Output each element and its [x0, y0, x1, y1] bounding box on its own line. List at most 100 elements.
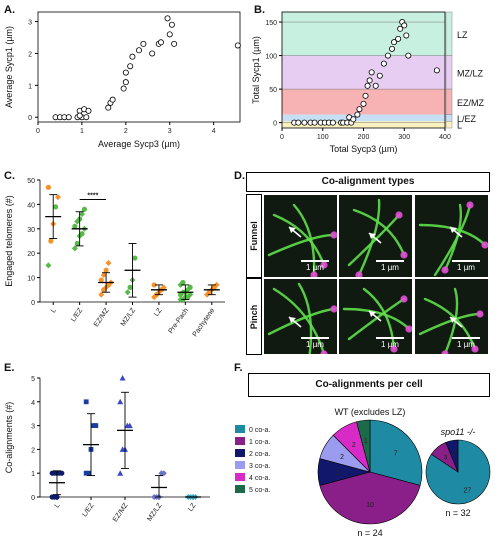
- x-axis-label: Average Sycp3 (µm): [98, 139, 180, 149]
- scale-bar-line: [452, 337, 480, 339]
- band-label: MZ/LZ: [457, 68, 484, 78]
- y-axis-label: Average Sycp1 (µm): [4, 26, 14, 108]
- telomere-spot: [330, 231, 337, 239]
- y-tick-label: 20: [27, 251, 35, 258]
- data-point: [180, 279, 186, 286]
- x-tick-label: 300: [398, 134, 410, 141]
- y-tick-label: 2: [28, 51, 32, 58]
- data-point: [122, 79, 129, 86]
- arrow-head: [450, 227, 457, 233]
- category-label: L/EZ: [70, 307, 85, 324]
- data-point: [81, 206, 88, 212]
- data-point: [98, 291, 105, 298]
- chart-e: 0 1 2 3 4 5 L L/EZ EZ/MZ MZ/LZ LZ Co-alignments (#): [4, 375, 210, 523]
- x-tick-label: 3: [168, 128, 172, 135]
- band-key: [445, 121, 453, 129]
- category-label: LZ: [187, 502, 198, 513]
- data-point: [403, 32, 410, 39]
- pie-title: Co-alignments per cell: [248, 373, 490, 397]
- slice-label: 27: [463, 487, 471, 494]
- data-point: [433, 67, 440, 74]
- axis-strand: [357, 198, 381, 277]
- micrograph-funnel-3: 1 µm: [414, 194, 489, 278]
- y-tick-label: 150: [265, 20, 277, 27]
- telomere-spot: [441, 350, 449, 354]
- band-mz-lz: [282, 55, 445, 90]
- micrograph-pinch-1: 1 µm: [263, 278, 338, 355]
- band-label: EZ/MZ: [457, 98, 484, 108]
- data-point: [122, 69, 129, 76]
- data-point: [295, 119, 302, 126]
- band-key: [445, 55, 453, 90]
- data-point: [126, 422, 133, 429]
- telomere-spot: [405, 325, 412, 333]
- y-tick-label: 0: [31, 300, 35, 307]
- category-label: L: [50, 307, 58, 314]
- data-point: [71, 245, 78, 252]
- scale-bar: 1 µm: [376, 260, 404, 272]
- data-point: [53, 204, 59, 210]
- data-point: [391, 39, 398, 46]
- micrograph-image: [267, 203, 337, 277]
- category-label: MZ/LZ: [146, 502, 164, 523]
- axis-strand: [443, 203, 463, 272]
- micrograph-image: [418, 201, 488, 277]
- micrograph-image: [418, 287, 484, 354]
- y-tick-label: 100: [265, 54, 277, 61]
- data-point: [76, 112, 83, 119]
- data-point: [98, 277, 104, 283]
- row-label-funnel: Funnel: [246, 194, 262, 278]
- telomere-spot: [400, 295, 408, 303]
- panel-label-c: C.: [4, 170, 15, 182]
- data-point: [397, 25, 404, 32]
- axis-strand: [352, 208, 406, 257]
- data-point: [132, 255, 138, 261]
- pie-slice: [445, 439, 459, 473]
- x-axis-label: Total Sycp3 (µm): [330, 144, 398, 154]
- y-tick-label: 5: [31, 376, 35, 383]
- data-point: [48, 238, 54, 244]
- data-point: [45, 262, 52, 269]
- slice-label: 7: [394, 450, 398, 457]
- data-point: [151, 294, 158, 301]
- panel-label-f: F.: [234, 362, 243, 374]
- y-tick-label: 10: [27, 276, 35, 283]
- slice-label: 3: [443, 455, 447, 462]
- y-tick-label: 50: [269, 87, 277, 94]
- legend-label: 3 co-a.: [249, 463, 270, 470]
- scale-bar-label: 1 µm: [381, 340, 399, 349]
- y-tick-label: 4: [31, 400, 35, 407]
- pie-slice: [319, 471, 421, 525]
- data-point: [356, 106, 363, 113]
- telomere-spot: [320, 261, 328, 269]
- scale-bar-label: 1 µm: [306, 263, 324, 272]
- category-label: L/EZ: [81, 502, 96, 519]
- x-tick-label: 100: [317, 134, 329, 141]
- x-tick-label: 2: [124, 128, 128, 135]
- chart-b: LZ MZ/LZ EZ/MZ L/EZL 0 100 200 300 400 0 50 100 150 T…: [251, 11, 484, 154]
- x-tick-label: 0: [280, 134, 284, 141]
- data-point: [93, 423, 99, 428]
- arrow-head: [289, 227, 296, 233]
- y-tick-label: 1: [31, 471, 35, 478]
- chart-f: 0 co-a. 1 co-a. 2 co-a. 3 co-a. 4 co-a. 5 co-…: [235, 407, 491, 538]
- category-label: Pre-Pach: [168, 307, 191, 335]
- y-tick-label: 3: [28, 20, 32, 27]
- slice-label: 10: [366, 502, 374, 509]
- arrow-head: [369, 233, 376, 239]
- significance-stars: ****: [87, 193, 98, 200]
- pie-name-1: spo11 -/-: [441, 427, 476, 437]
- slice-label: 2: [452, 451, 456, 458]
- coalign-types-header: Co-alignment types: [246, 172, 490, 192]
- data-point: [366, 77, 373, 84]
- data-point: [160, 470, 167, 477]
- scale-bar: 1 µm: [301, 260, 329, 272]
- band-l-ez: [282, 114, 445, 122]
- telomere-spot: [466, 201, 474, 209]
- data-point: [203, 291, 210, 298]
- axis-strand: [267, 233, 336, 257]
- legend-label: 1 co-a.: [249, 439, 270, 446]
- micrograph-pinch-2: 1 µm: [338, 278, 413, 355]
- telomere-spot: [330, 305, 337, 313]
- band-label: LZ: [457, 30, 468, 40]
